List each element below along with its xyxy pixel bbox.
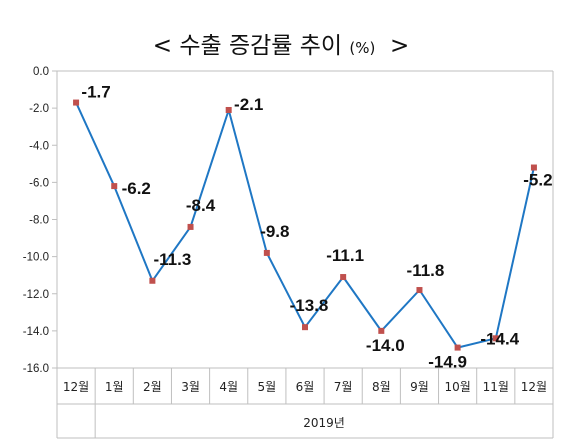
x-tick-label: 4월 [219, 380, 238, 394]
data-point [187, 223, 194, 230]
data-point [225, 106, 232, 113]
x-tick-label: 6월 [296, 380, 315, 394]
data-point [416, 287, 423, 294]
data-label: -14.4 [480, 329, 519, 348]
data-label: -8.4 [186, 196, 216, 215]
y-tick-label: -4.0 [29, 140, 49, 152]
x-tick-label: 8월 [372, 380, 391, 394]
y-tick-label: -6.0 [29, 177, 49, 189]
data-label: -9.8 [260, 222, 289, 241]
data-point [263, 249, 270, 256]
x-tick-label: 5월 [258, 380, 277, 394]
x-tick-label: 1월 [105, 380, 124, 394]
data-point [530, 164, 537, 171]
data-label: -2.1 [234, 95, 263, 114]
x-tick-label: 2월 [143, 380, 162, 394]
data-point [111, 183, 118, 190]
x-tick-label: 12월 [521, 380, 547, 394]
x-tick-label: 7월 [334, 380, 353, 394]
data-label: -11.1 [326, 246, 364, 265]
x-tick-label: 11월 [483, 380, 509, 394]
y-tick-label: -14.0 [23, 326, 49, 338]
x-tick-label: 12월 [63, 380, 89, 394]
y-tick-label: -16.0 [23, 363, 49, 375]
y-tick-label: -2.0 [29, 103, 49, 115]
data-point [340, 274, 347, 281]
data-label: -14.0 [366, 336, 405, 355]
data-point [73, 99, 80, 106]
y-tick-label: -12.0 [23, 289, 49, 301]
data-point [302, 324, 308, 331]
data-label: -5.2 [523, 171, 552, 190]
data-point [492, 335, 499, 342]
data-label: -6.2 [122, 179, 151, 198]
x-group-label: 2019년 [303, 416, 345, 430]
chart-title-text: < 수출 증감률 추이 [152, 33, 343, 59]
y-tick-label: 0.0 [33, 66, 49, 78]
x-tick-label: 3월 [181, 380, 200, 394]
chart-title-end: > [389, 33, 410, 59]
data-label: -11.3 [153, 250, 191, 269]
x-tick-label: 10월 [444, 380, 470, 394]
data-point [454, 344, 461, 351]
x-tick-label: 9월 [410, 380, 429, 394]
data-point [378, 327, 385, 334]
data-label: -11.8 [407, 261, 445, 280]
data-point [149, 277, 156, 284]
y-tick-label: -10.0 [23, 252, 49, 264]
y-tick-label: -8.0 [29, 215, 49, 227]
data-label: -13.8 [290, 296, 329, 315]
chart-title: < 수출 증감률 추이 (%) > [0, 26, 562, 60]
data-label: -14.9 [428, 353, 467, 372]
data-label: -1.7 [81, 83, 110, 102]
chart-title-unit: (%) [349, 39, 376, 57]
